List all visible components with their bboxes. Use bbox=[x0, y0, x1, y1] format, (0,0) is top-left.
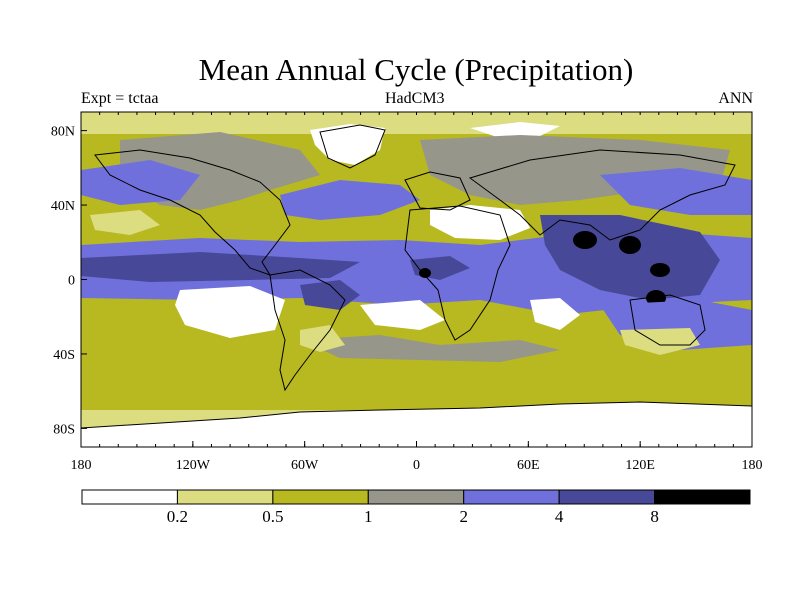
chart-title: Mean Annual Cycle (Precipitation) bbox=[198, 52, 634, 87]
colorbar-label: 8 bbox=[650, 507, 659, 526]
colorbar-label: 1 bbox=[364, 507, 373, 526]
lon-tick-label: 120E bbox=[625, 458, 655, 473]
lon-tick-label: 60E bbox=[517, 458, 540, 473]
season-label: ANN bbox=[718, 90, 753, 107]
lon-tick-label: 180 bbox=[742, 458, 763, 473]
colorbar: 0.2 0.5 1 2 4 8 bbox=[81, 489, 751, 526]
colorbar-label: 0.5 bbox=[262, 507, 283, 526]
coastlines bbox=[81, 124, 752, 429]
colorbar-swatch bbox=[176, 489, 274, 505]
lat-tick-label: 80N bbox=[51, 125, 75, 140]
lon-tick-label: 120W bbox=[176, 458, 211, 473]
lon-tick-label: 60W bbox=[291, 458, 319, 473]
colorbar-swatch bbox=[558, 489, 656, 505]
colorbar-swatch bbox=[463, 489, 560, 505]
colorbar-swatch bbox=[367, 489, 465, 505]
model-label: HadCM3 bbox=[385, 90, 445, 107]
lat-tick-label: 40N bbox=[51, 199, 75, 214]
lat-tick-label: 40S bbox=[53, 348, 75, 363]
colorbar-label: 2 bbox=[459, 507, 468, 526]
lat-tick-label: 0 bbox=[68, 274, 75, 289]
colorbar-swatch bbox=[272, 489, 369, 505]
colorbar-label: 4 bbox=[555, 507, 564, 526]
experiment-label: Expt = tctaa bbox=[81, 90, 159, 107]
colorbar-label: 0.2 bbox=[167, 507, 188, 526]
colorbar-swatch bbox=[654, 489, 751, 505]
lat-tick-label: 80S bbox=[53, 422, 75, 437]
colorbar-swatch bbox=[81, 489, 178, 505]
precipitation-field bbox=[81, 112, 752, 447]
lon-tick-label: 0 bbox=[413, 458, 420, 473]
lon-tick-label: 180 bbox=[71, 458, 92, 473]
